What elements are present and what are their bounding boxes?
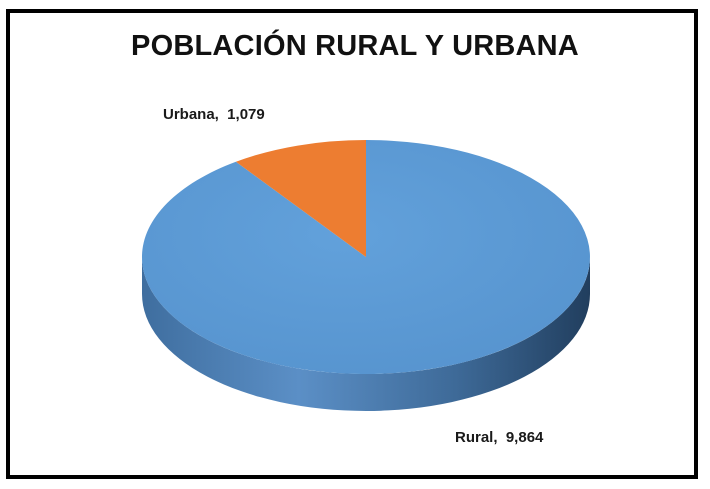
pie-side-rural bbox=[142, 257, 590, 411]
data-label-rural: Rural, 9,864 bbox=[455, 429, 544, 446]
pie-slice-rural bbox=[141, 140, 590, 374]
data-label-urbana: Urbana, 1,079 bbox=[163, 106, 265, 123]
chart-title: POBLACIÓN RURAL Y URBANA bbox=[131, 30, 579, 62]
pie-slice-urbana bbox=[235, 139, 366, 257]
